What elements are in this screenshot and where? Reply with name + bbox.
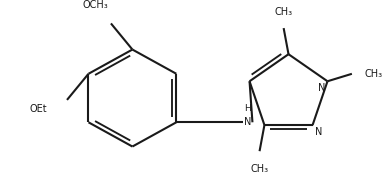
Text: N: N — [244, 117, 251, 127]
Text: N: N — [318, 83, 325, 93]
Text: CH₃: CH₃ — [364, 69, 383, 79]
Text: OCH₃: OCH₃ — [83, 0, 108, 10]
Text: OEt: OEt — [30, 104, 47, 114]
Text: CH₃: CH₃ — [251, 164, 269, 174]
Text: N: N — [315, 127, 322, 137]
Text: H: H — [244, 104, 251, 113]
Text: CH₃: CH₃ — [274, 7, 293, 17]
